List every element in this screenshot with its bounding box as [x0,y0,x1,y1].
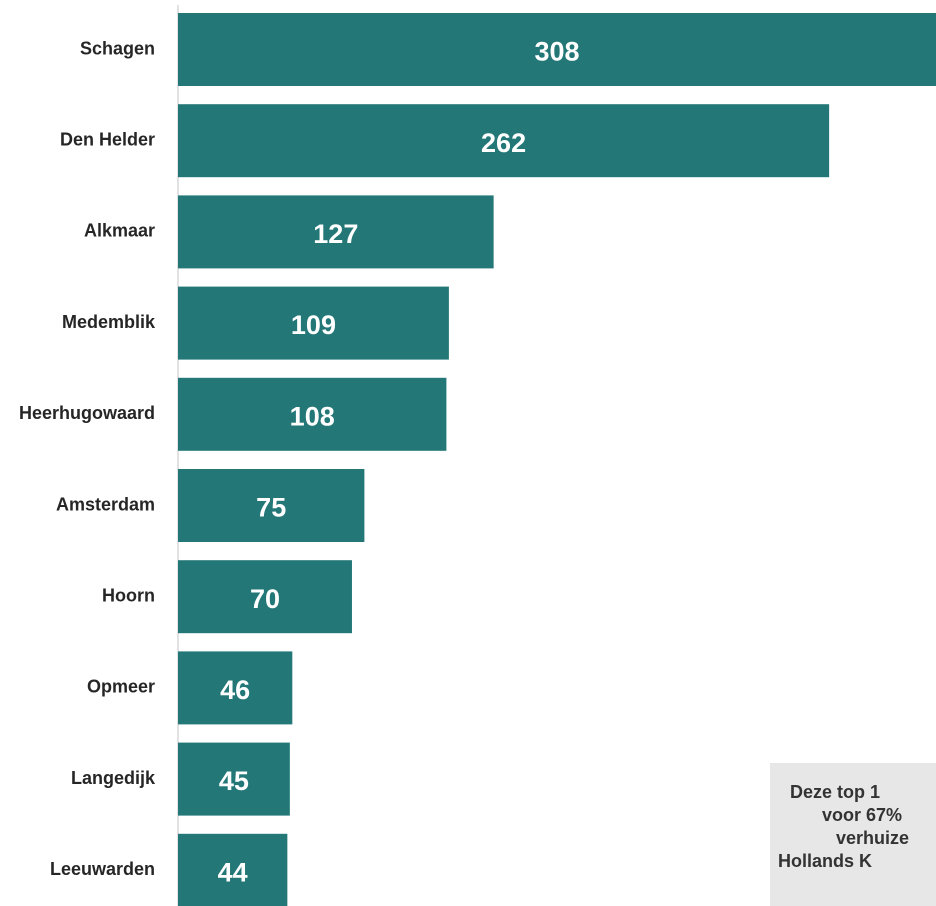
annotation-box [770,763,936,906]
category-label: Medemblik [62,312,156,332]
bar [178,560,352,634]
annotation-text: voor 67% [822,805,902,825]
value-label: 109 [291,310,336,340]
value-label: 308 [534,37,579,67]
value-label: 75 [256,493,286,523]
value-label: 46 [220,675,250,705]
category-label: Langedijk [71,768,156,788]
bar [178,469,365,542]
category-label: Hoorn [102,585,155,605]
annotation-text: verhuize [836,828,909,848]
value-label: 262 [481,128,526,158]
value-label: 108 [290,401,335,431]
annotation-text: Hollands K [778,851,872,871]
bar [178,377,447,451]
category-label: Opmeer [87,677,155,697]
annotation-text: Deze top 1 [790,782,880,802]
category-label: Heerhugowaard [19,403,155,423]
bar [178,286,449,360]
value-label: 127 [313,219,358,249]
value-label: 70 [250,584,280,614]
bar [178,104,830,178]
category-label: Leeuwarden [50,859,155,879]
bar [178,651,293,725]
bars [178,13,936,906]
bar [178,833,288,906]
value-label: 44 [218,857,248,887]
category-label: Schagen [80,38,155,58]
bar [178,742,290,816]
category-label: Amsterdam [56,494,155,514]
category-label: Den Helder [60,129,155,149]
bar [178,13,936,86]
bar [178,195,494,269]
category-label: Alkmaar [84,221,155,241]
value-label: 45 [219,766,249,796]
